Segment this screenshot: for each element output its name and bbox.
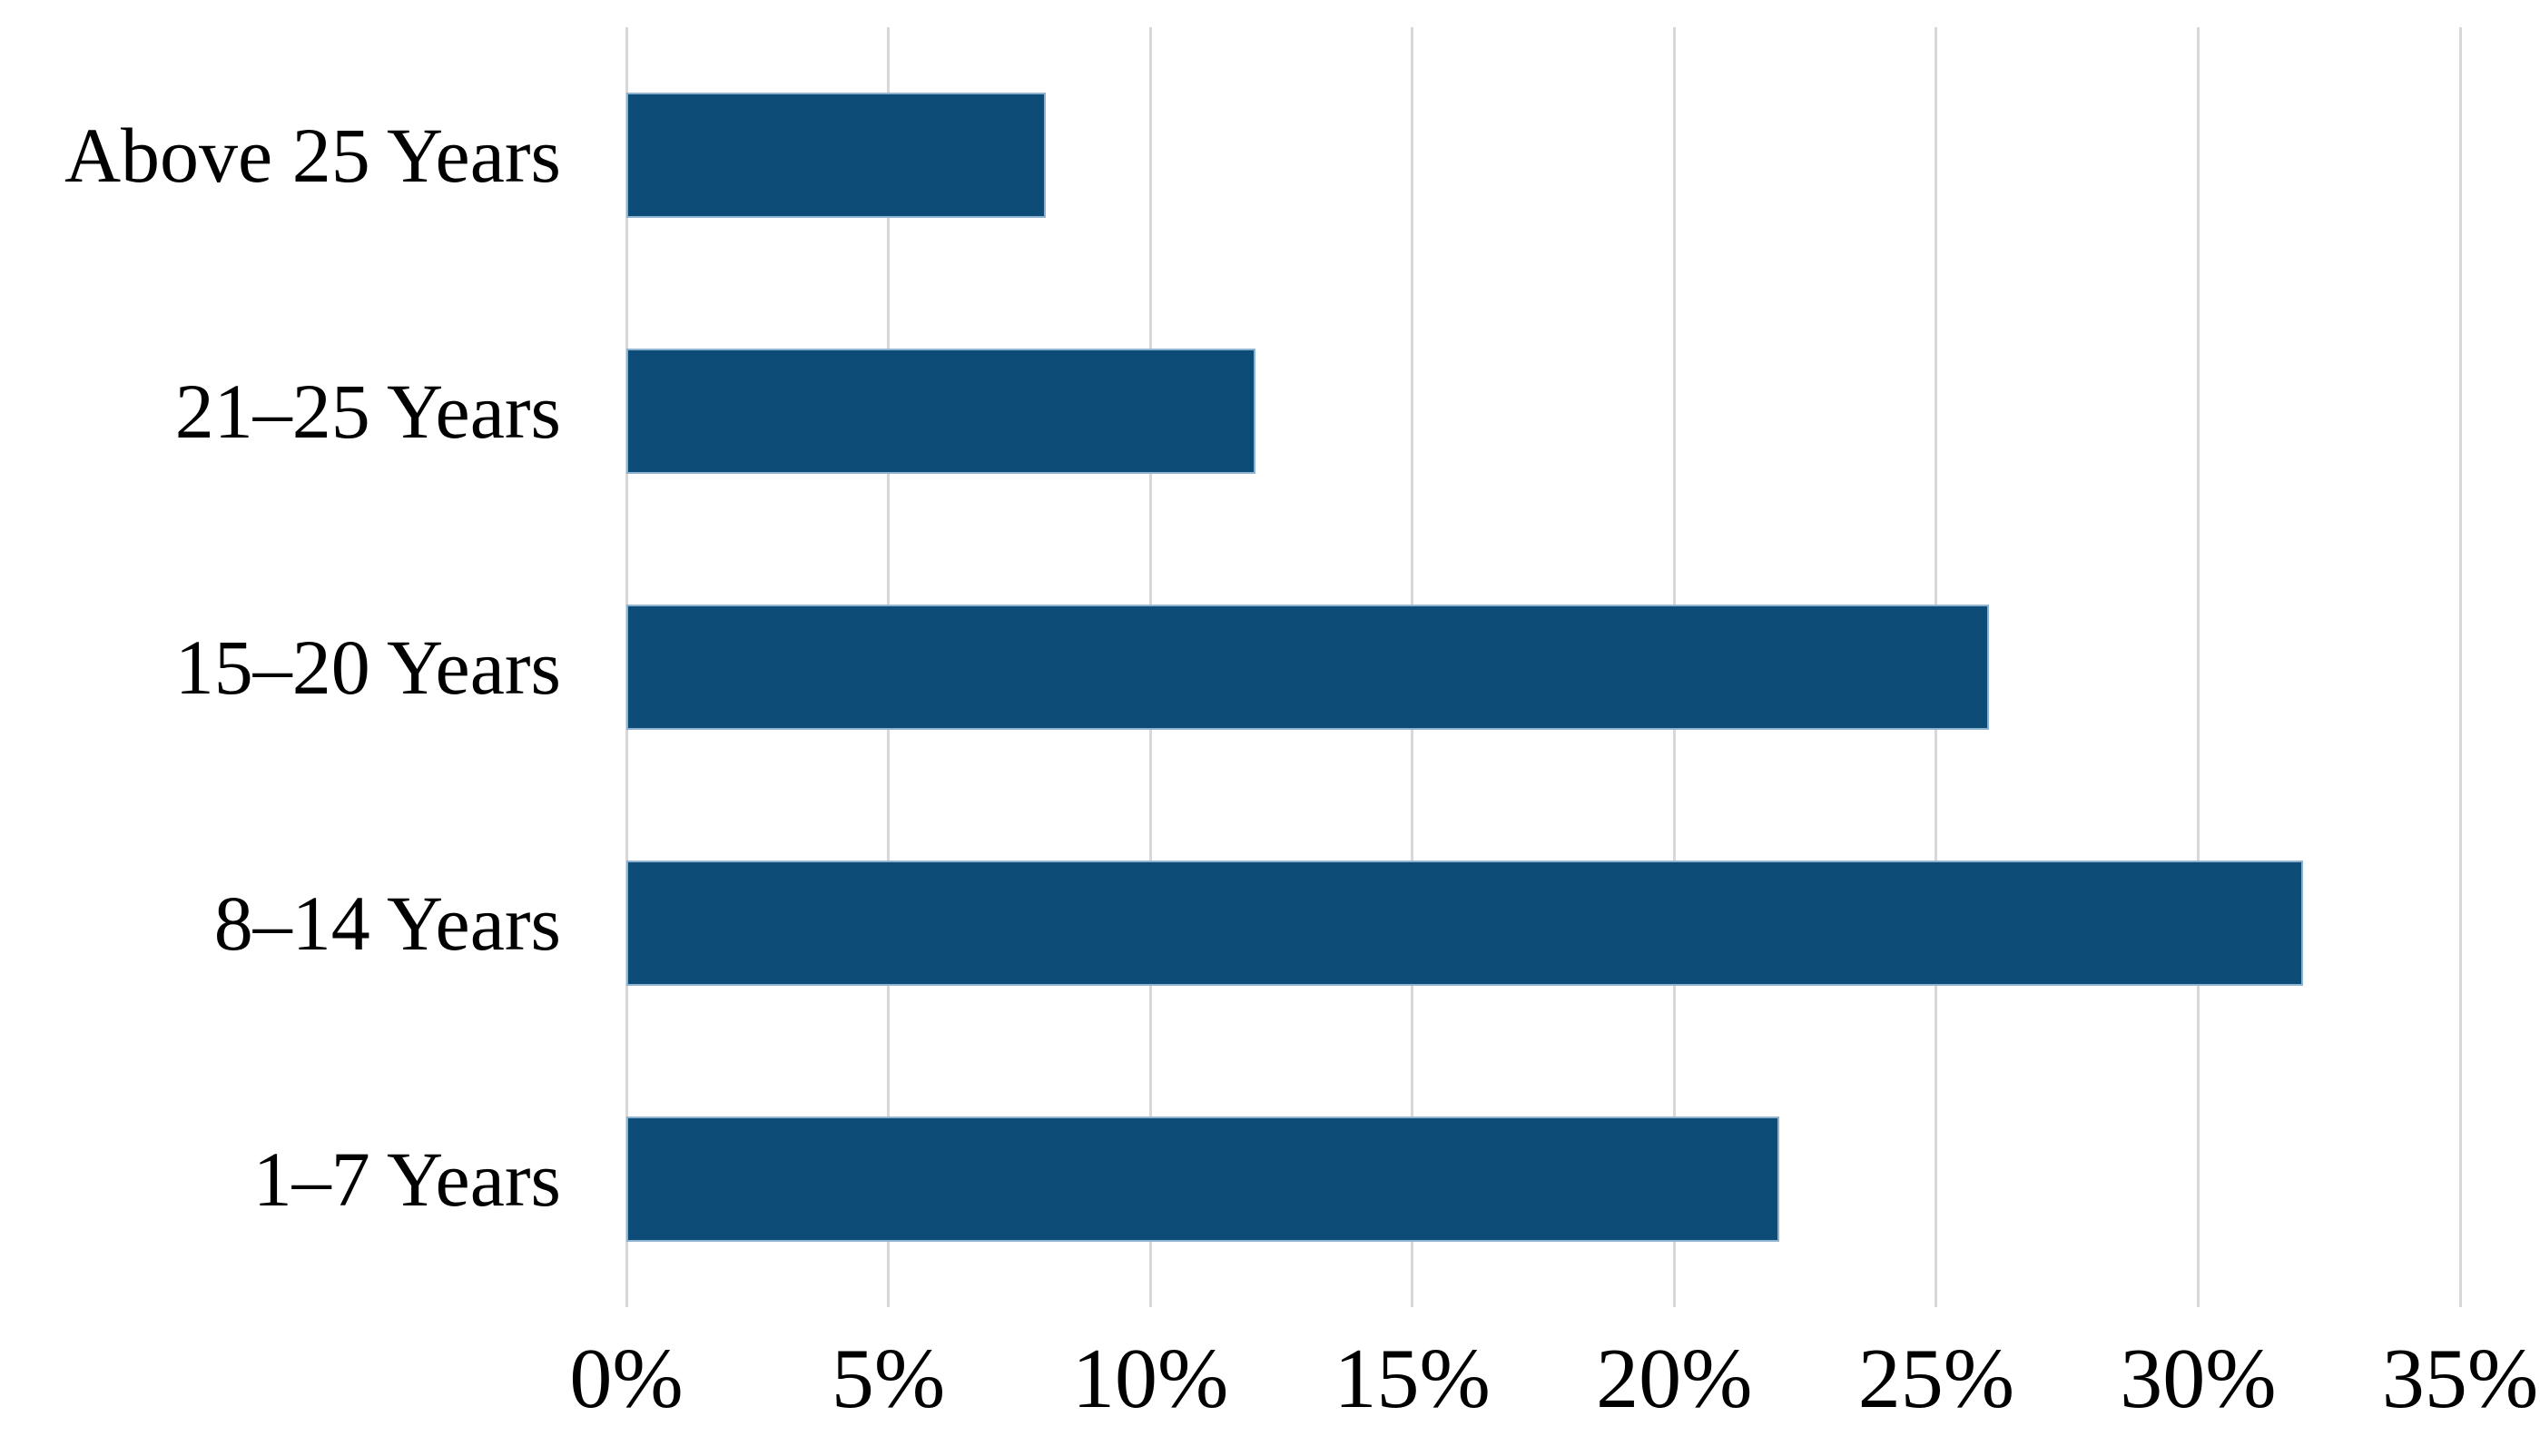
x-tick-label: 0%: [569, 1332, 684, 1426]
gridline: [2458, 27, 2462, 1307]
x-tick-label: 25%: [1857, 1332, 2014, 1426]
bar: [626, 604, 1989, 731]
category-label: Above 25 Years: [64, 112, 561, 199]
x-tick-label: 35%: [2381, 1332, 2539, 1426]
category-label: 21–25 Years: [174, 368, 561, 455]
x-tick-label: 5%: [831, 1332, 946, 1426]
bar: [626, 92, 1046, 219]
x-tick-label: 20%: [1596, 1332, 1753, 1426]
category-label: 1–7 Years: [252, 1136, 561, 1223]
category-label-row: 15–20 Years: [0, 539, 626, 795]
value-axis: 0% 5% 10% 15% 20% 25% 30% 35%: [569, 1332, 2538, 1441]
bar: [626, 860, 2303, 987]
category-label-row: Above 25 Years: [0, 27, 626, 283]
x-tick-label: 10%: [1071, 1332, 1229, 1426]
bar: [626, 348, 1255, 475]
category-axis: Above 25 Years 21–25 Years 15–20 Years 8–14…: [0, 27, 626, 1307]
category-label-row: 8–14 Years: [0, 795, 626, 1051]
category-label: 15–20 Years: [174, 624, 561, 711]
bar: [626, 1116, 1779, 1243]
category-label-row: 21–25 Years: [0, 283, 626, 539]
x-tick-label: 30%: [2120, 1332, 2277, 1426]
category-label-row: 1–7 Years: [0, 1051, 626, 1307]
x-tick-label: 15%: [1334, 1332, 1491, 1426]
plot-area: [625, 27, 2462, 1307]
category-label: 8–14 Years: [213, 880, 561, 967]
gridline: [2196, 27, 2200, 1307]
